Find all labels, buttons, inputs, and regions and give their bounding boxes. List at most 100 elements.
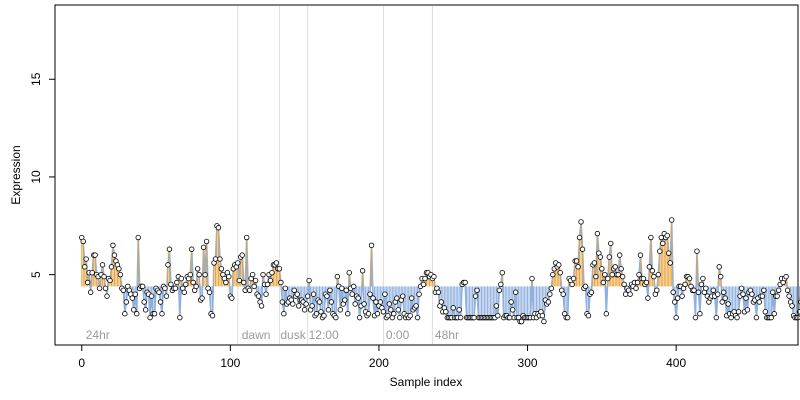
data-point-134 <box>278 279 284 286</box>
data-point-349 <box>597 254 604 260</box>
data-point-317 <box>550 271 556 278</box>
data-point-19 <box>107 277 113 284</box>
data-point-458 <box>759 293 766 299</box>
data-point-322 <box>557 270 563 276</box>
data-point-395 <box>666 250 672 256</box>
x-tick-label-4: 400 <box>666 356 686 370</box>
data-point-414 <box>694 248 700 254</box>
data-point-189 <box>359 268 366 274</box>
data-point-476 <box>786 293 792 299</box>
data-point-266 <box>474 287 480 293</box>
data-point-365 <box>621 281 627 288</box>
data-point-447 <box>743 295 749 301</box>
data-point-28 <box>120 287 127 293</box>
x-axis-label: Sample index <box>390 375 463 389</box>
x-tick-label-0: 0 <box>78 356 85 370</box>
data-point-117 <box>252 277 259 284</box>
data-point-194 <box>367 291 373 297</box>
data-point-237 <box>431 273 437 280</box>
data-point-334 <box>575 264 581 270</box>
data-point-199 <box>374 311 381 317</box>
data-point-212 <box>394 295 400 301</box>
data-point-280 <box>495 312 501 319</box>
data-point-54 <box>159 311 165 317</box>
data-point-444 <box>738 285 745 292</box>
data-point-146 <box>296 303 302 309</box>
data-point-210 <box>391 311 397 317</box>
data-point-203 <box>380 309 387 315</box>
data-point-186 <box>355 295 361 301</box>
data-point-231 <box>422 275 428 282</box>
data-point-29 <box>122 311 128 317</box>
data-point-387 <box>654 287 660 293</box>
data-point-79 <box>196 271 202 278</box>
data-point-459 <box>761 287 767 293</box>
data-point-67 <box>178 275 185 282</box>
data-point-404 <box>679 293 685 299</box>
data-point-384 <box>649 268 656 274</box>
data-point-115 <box>249 271 256 278</box>
data-point-353 <box>603 311 610 317</box>
data-point-156 <box>310 291 317 297</box>
data-point-180 <box>346 270 352 276</box>
data-point-21 <box>110 242 116 249</box>
data-point-420 <box>703 285 709 292</box>
data-point-255 <box>457 314 464 321</box>
data-point-433 <box>722 295 728 301</box>
data-point-94 <box>218 266 225 272</box>
data-point-391 <box>660 240 666 247</box>
data-point-474 <box>783 273 789 280</box>
data-point-155 <box>309 303 315 309</box>
data-point-47 <box>148 293 155 299</box>
data-point-388 <box>655 271 662 278</box>
data-point-150 <box>301 307 308 313</box>
data-point-362 <box>616 252 623 258</box>
data-point-430 <box>718 273 724 280</box>
data-point-171 <box>333 314 339 321</box>
data-point-182 <box>349 291 355 297</box>
data-point-356 <box>608 240 614 247</box>
data-point-316 <box>548 285 555 292</box>
data-point-3 <box>83 256 89 262</box>
phase-label-4: 0:00 <box>386 328 410 342</box>
data-point-172 <box>334 273 341 280</box>
data-point-333 <box>573 258 580 264</box>
data-point-337 <box>579 246 586 252</box>
data-point-445 <box>740 291 746 297</box>
data-point-137 <box>282 285 289 292</box>
data-point-303 <box>529 275 535 282</box>
data-point-380 <box>643 279 650 286</box>
data-point-7 <box>89 270 95 276</box>
data-point-88 <box>209 312 216 319</box>
data-point-131 <box>273 260 280 266</box>
data-point-64 <box>174 279 180 286</box>
data-point-101 <box>229 295 235 301</box>
data-point-401 <box>674 295 681 301</box>
data-point-195 <box>368 242 375 249</box>
data-point-321 <box>556 262 562 268</box>
data-point-201 <box>377 299 384 305</box>
data-point-431 <box>719 299 725 305</box>
data-point-206 <box>385 312 391 319</box>
data-point-296 <box>518 318 525 325</box>
data-point-451 <box>749 291 755 297</box>
data-point-374 <box>634 279 641 286</box>
data-point-78 <box>194 266 201 272</box>
data-point-311 <box>541 318 547 325</box>
data-point-81 <box>199 295 205 301</box>
data-point-361 <box>615 271 621 278</box>
y-tick-label-2: 15 <box>29 72 43 86</box>
data-point-42 <box>141 299 147 305</box>
data-point-376 <box>637 252 644 258</box>
data-point-26 <box>117 271 124 278</box>
data-point-385 <box>651 273 657 280</box>
y-tick-label-1: 10 <box>29 170 43 184</box>
data-point-75 <box>190 279 196 286</box>
data-point-216 <box>400 293 406 299</box>
data-point-279 <box>493 303 500 309</box>
data-point-341 <box>585 312 592 319</box>
data-point-105 <box>235 260 241 266</box>
data-point-427 <box>713 314 719 321</box>
data-point-336 <box>578 219 584 225</box>
data-point-327 <box>564 314 571 321</box>
